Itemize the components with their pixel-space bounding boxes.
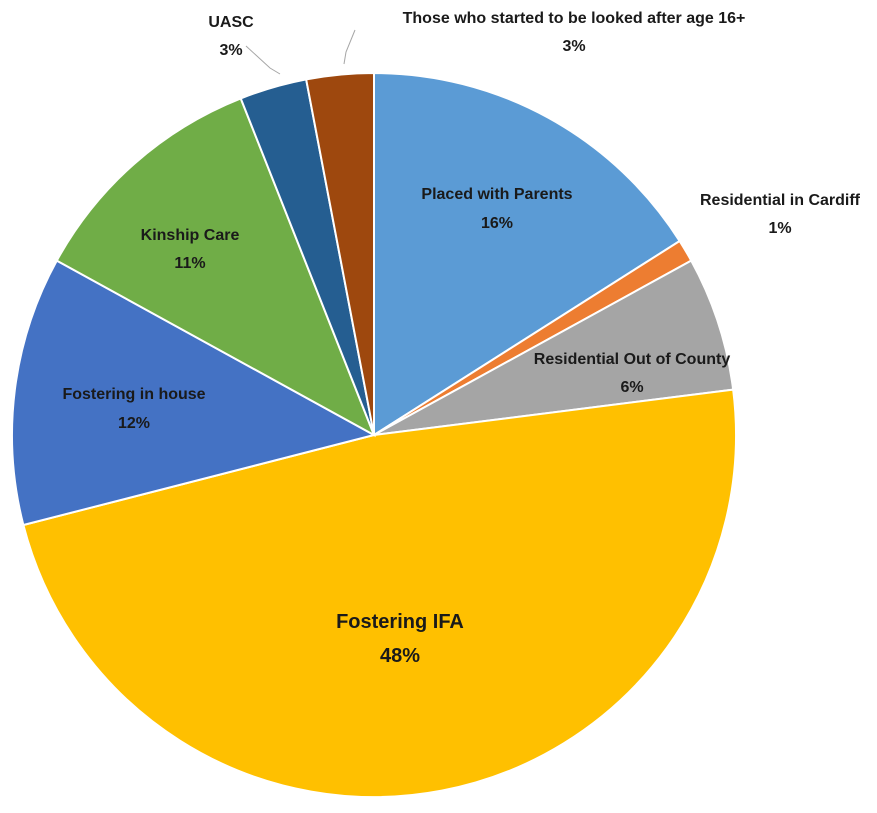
label-placed-with-parents-pct: 16% bbox=[481, 215, 513, 232]
label-uasc-pct: 3% bbox=[219, 42, 242, 59]
leader-lines bbox=[245, 29, 356, 75]
pie-slice-placed-with-parents bbox=[373, 71, 682, 437]
label-fostering-in-house-pct: 12% bbox=[118, 415, 150, 432]
leader-line-uasc bbox=[245, 45, 281, 75]
label-uasc-name: UASC bbox=[208, 14, 254, 31]
pie-slice-residential-out-of-county bbox=[373, 259, 735, 436]
label-fostering-ifa-name: Fostering IFA bbox=[336, 611, 464, 633]
label-residential-out-of-county-pct: 6% bbox=[620, 379, 643, 396]
label-fostering-ifa-pct: 48% bbox=[380, 645, 420, 667]
label-residential-cardiff-name: Residential in Cardiff bbox=[700, 192, 861, 209]
label-residential-out-of-county-name: Residential Out of County bbox=[534, 351, 731, 368]
label-fostering-in-house-name: Fostering in house bbox=[62, 386, 205, 403]
pie-slice-fostering-in-house bbox=[10, 259, 377, 527]
label-placed-with-parents-name: Placed with Parents bbox=[421, 186, 572, 203]
pie-slices bbox=[10, 71, 738, 799]
label-age16-name: Those who started to be looked after age… bbox=[403, 10, 746, 27]
label-kinship-care-name: Kinship Care bbox=[141, 227, 240, 244]
label-residential-cardiff-pct: 1% bbox=[768, 220, 791, 237]
pie-slice-fostering-ifa bbox=[22, 388, 738, 799]
pie-slice-those-who-started-to-be-looked-after-age-16 bbox=[305, 71, 375, 436]
leader-line-age16 bbox=[343, 29, 356, 65]
pie-slice-kinship-care bbox=[55, 97, 376, 438]
label-age16-pct: 3% bbox=[562, 38, 585, 55]
slice-labels: Placed with Parents 16% Residential in C… bbox=[62, 10, 860, 667]
label-kinship-care-pct: 11% bbox=[174, 255, 205, 272]
